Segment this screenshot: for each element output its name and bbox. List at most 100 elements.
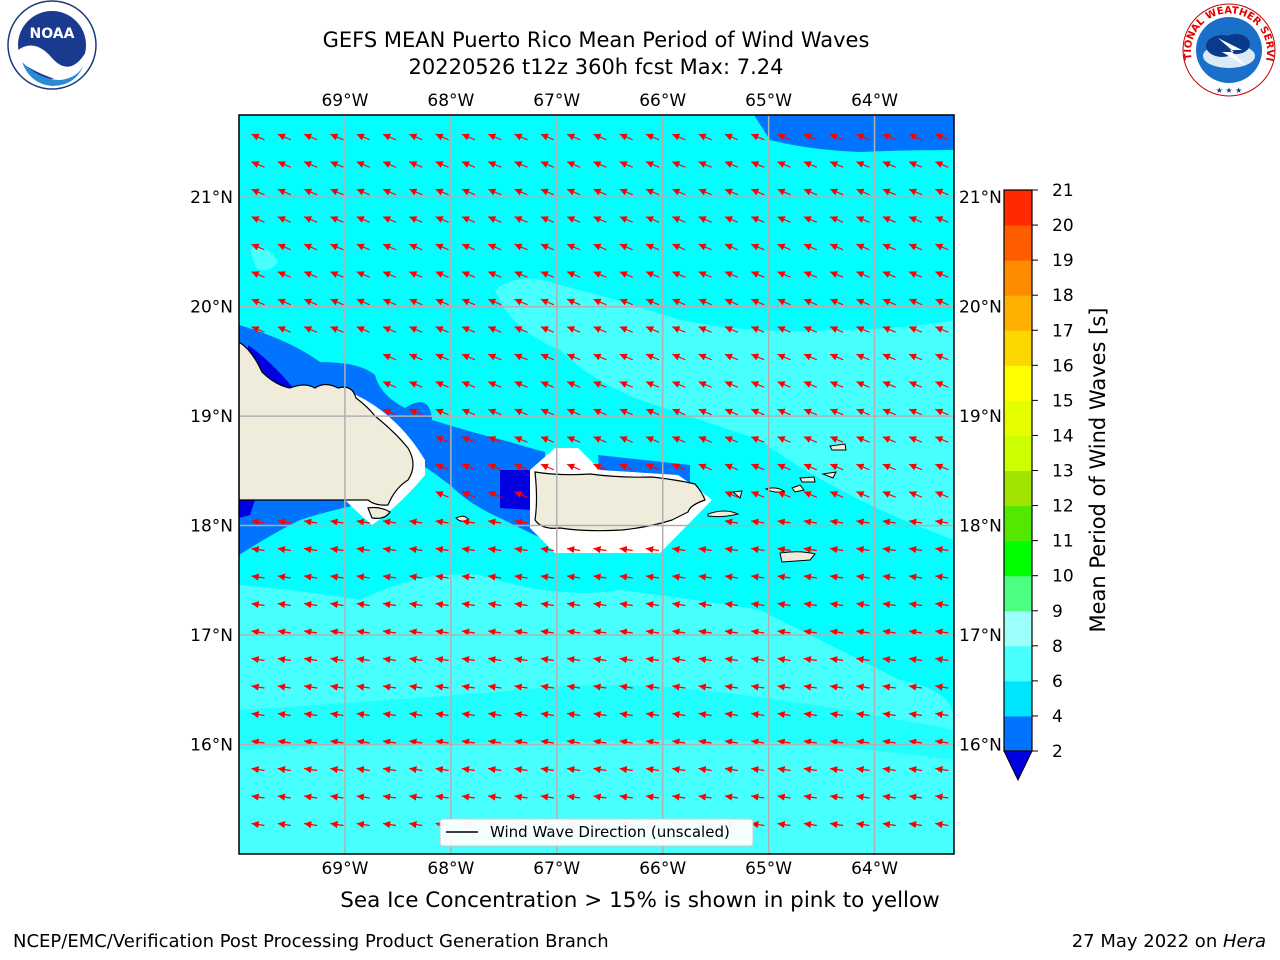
lat-tick-right-5: 16°N: [959, 736, 1002, 756]
wave-direction-arrow: [514, 546, 528, 554]
wave-direction-arrow: [882, 738, 896, 746]
wave-direction-arrow: [698, 711, 712, 719]
wave-direction-arrow: [672, 216, 686, 223]
wave-direction-arrow: [330, 683, 344, 691]
wave-direction-arrow: [330, 656, 344, 664]
wave-direction-arrow: [908, 271, 923, 278]
wave-direction-arrow: [409, 766, 423, 774]
wave-direction-arrow: [382, 326, 397, 333]
lon-tick-bottom-0: 69°W: [321, 859, 368, 879]
wave-direction-arrow: [724, 381, 739, 388]
wave-direction-arrow: [277, 518, 291, 526]
noaa-logo-text: NOAA: [30, 26, 75, 42]
wave-direction-arrow: [593, 546, 607, 554]
lon-tick-top-1: 68°W: [427, 91, 474, 111]
wave-direction-arrow: [935, 601, 949, 609]
wave-direction-arrow: [251, 683, 265, 691]
wave-direction-arrow: [304, 683, 318, 691]
wave-direction-arrow: [487, 271, 502, 278]
wave-direction-arrow: [672, 628, 686, 636]
wave-direction-arrow: [304, 601, 318, 609]
wave-direction-arrow: [777, 628, 791, 636]
wave-direction-arrow: [435, 628, 449, 636]
wave-direction-arrow: [908, 656, 923, 664]
wave-direction-arrow: [593, 326, 607, 333]
wave-direction-arrow: [566, 353, 581, 361]
wave-direction-arrow: [856, 381, 870, 388]
wave-direction-arrow: [672, 298, 686, 306]
wave-direction-arrow: [672, 793, 686, 801]
wave-direction-arrow: [882, 188, 896, 196]
wave-direction-arrow: [277, 793, 291, 801]
wave-direction-arrow: [251, 271, 265, 278]
wave-direction-arrow: [304, 546, 318, 554]
wave-direction-arrow: [619, 463, 633, 471]
wave-direction-arrow: [750, 271, 765, 278]
wave-direction-arrow: [856, 436, 870, 443]
sea-ice-note: Sea Ice Concentration > 15% is shown in …: [340, 888, 940, 913]
wave-direction-arrow: [724, 573, 738, 581]
wave-direction-arrow: [304, 821, 318, 829]
wave-direction-arrow: [803, 656, 817, 664]
wave-direction-arrow: [435, 656, 449, 664]
wave-direction-arrow: [514, 628, 528, 636]
wave-direction-arrow: [593, 436, 607, 443]
wave-direction-arrow: [356, 573, 370, 581]
wave-direction-arrow: [803, 546, 817, 554]
wave-direction-arrow: [330, 216, 344, 223]
wave-direction-arrow: [882, 573, 896, 581]
wave-direction-arrow: [935, 436, 949, 443]
wave-direction-arrow: [856, 546, 870, 554]
wave-direction-arrow: [514, 738, 528, 746]
wave-direction-arrow: [251, 628, 265, 636]
wave-direction-arrow: [514, 161, 528, 168]
wave-direction-arrow: [540, 161, 555, 168]
lon-tick-top-5: 64°W: [851, 91, 898, 111]
wave-direction-arrow: [672, 738, 686, 746]
wave-direction-arrow: [619, 216, 633, 223]
wave-direction-arrow: [593, 601, 607, 609]
wave-direction-arrow: [829, 436, 844, 443]
wave-direction-arrow: [487, 298, 502, 306]
wave-direction-arrow: [382, 628, 397, 636]
wave-direction-arrow: [935, 298, 949, 306]
wave-direction-arrow: [619, 793, 633, 801]
wave-direction-arrow: [777, 793, 791, 801]
wave-direction-arrow: [461, 326, 476, 333]
wave-direction-arrow: [856, 518, 870, 526]
wave-direction-arrow: [908, 573, 923, 581]
wave-direction-arrow: [935, 793, 949, 801]
colorbar-tick-label-15: 20: [1052, 216, 1074, 236]
wave-direction-arrow: [882, 601, 896, 609]
footer-date-text: 27 May 2022 on: [1071, 931, 1223, 952]
wave-direction-arrow: [382, 711, 397, 719]
wave-direction-arrow: [567, 793, 581, 801]
colorbar-segment-11: [1004, 330, 1032, 366]
wave-direction-arrow: [882, 491, 896, 498]
wave-direction-arrow: [514, 408, 528, 416]
colorbar-segment-12: [1004, 295, 1032, 331]
wave-direction-arrow: [540, 573, 554, 581]
wave-direction-arrow: [409, 573, 423, 581]
wave-direction-arrow: [935, 546, 949, 554]
lat-tick-left-4: 17°N: [190, 626, 233, 646]
wave-direction-arrow: [487, 188, 502, 196]
wave-direction-arrow: [882, 298, 896, 306]
wave-direction-arrow: [698, 216, 712, 223]
wave-direction-arrow: [567, 711, 581, 719]
colorbar-tick-label-1: 4: [1052, 707, 1063, 727]
colorbar-tick-label-6: 11: [1052, 532, 1074, 552]
wave-direction-arrow: [487, 326, 502, 333]
lat-tick-right-3: 18°N: [959, 517, 1002, 537]
wave-direction-arrow: [356, 601, 370, 609]
wave-direction-arrow: [435, 766, 449, 774]
wave-direction-arrow: [856, 628, 870, 636]
wave-direction-arrow: [698, 573, 712, 581]
wave-direction-arrow: [751, 793, 765, 801]
wave-direction-arrow: [435, 683, 449, 691]
wave-direction-arrow: [856, 408, 870, 416]
wave-direction-arrow: [777, 821, 791, 829]
wave-direction-arrow: [672, 353, 686, 361]
wave-direction-arrow: [382, 821, 397, 829]
wave-direction-arrow: [935, 188, 949, 196]
